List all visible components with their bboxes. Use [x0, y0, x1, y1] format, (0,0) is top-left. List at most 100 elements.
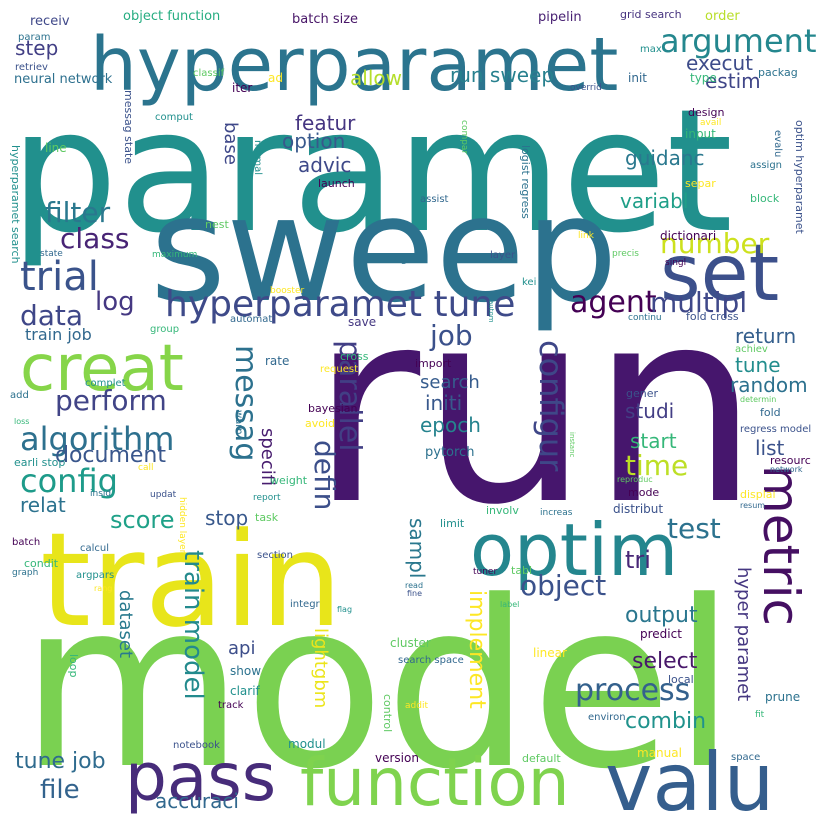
- word-specifi: specifi: [257, 428, 278, 486]
- word-configur: configur: [532, 340, 570, 472]
- word-process: process: [575, 673, 690, 708]
- word-cross: cross: [340, 350, 369, 363]
- word-fit: fit: [755, 710, 765, 720]
- word-local: local: [668, 673, 694, 686]
- word-prune: prune: [765, 690, 800, 704]
- word-space: space: [731, 752, 760, 763]
- word-output: output: [625, 603, 698, 628]
- word-order: order: [705, 9, 740, 24]
- word-nest: nest: [205, 218, 229, 231]
- word-pass: pass: [125, 739, 276, 816]
- word-algorithm: algorithm: [20, 420, 174, 458]
- word-earli-stop: earli stop: [14, 456, 65, 469]
- word-type: type: [690, 71, 717, 85]
- word-base: base: [220, 122, 241, 165]
- word-resum: resum: [740, 501, 765, 510]
- word-hyperparamet: hyperparamet: [90, 22, 618, 108]
- word-paramet: paramet: [10, 73, 733, 271]
- word-messag-state: messag state: [122, 90, 135, 164]
- word-search: search: [420, 372, 480, 393]
- word-sweep: sweep: [150, 165, 618, 335]
- word-notebook: notebook: [173, 740, 220, 751]
- word-retriev: retriev: [15, 62, 48, 73]
- word-guidanc: guidanc: [625, 146, 705, 170]
- word-score: score: [110, 506, 175, 534]
- word-control: control: [381, 694, 394, 732]
- word-search-space: search space: [398, 655, 464, 666]
- word-version: version: [375, 751, 419, 765]
- word-instanc: instanc: [568, 432, 576, 457]
- word-set: set: [660, 229, 779, 319]
- word-predict: predict: [640, 627, 682, 641]
- word-lightgbm: lightgbm: [310, 628, 331, 708]
- word-condit: condit: [24, 557, 59, 570]
- word-singl: singl: [665, 258, 686, 268]
- word-regress-model: regress model: [740, 424, 811, 435]
- word-stop: stop: [205, 506, 248, 530]
- word-continu: continu: [628, 313, 662, 323]
- word-object: object: [520, 569, 606, 602]
- word-argument: argument: [660, 22, 816, 60]
- word-file: file: [40, 775, 80, 805]
- word-trial: trial: [20, 254, 99, 300]
- word-train: train: [40, 504, 343, 656]
- word-avoid: avoid: [305, 417, 335, 430]
- word-avail: avail: [700, 118, 721, 128]
- word-defin: defin: [308, 440, 341, 510]
- word-default: default: [522, 752, 561, 765]
- word-valu: valu: [605, 736, 774, 819]
- word-distribut: distribut: [613, 502, 663, 516]
- word-limit: limit: [440, 517, 465, 530]
- word-pytorch: pytorch: [425, 445, 474, 460]
- word-bayesian: bayesian: [308, 402, 358, 415]
- word-hyperparamet-tune: hyperparamet tune: [165, 284, 515, 325]
- word-manual: manual: [637, 746, 682, 760]
- word-dictionari: dictionari: [660, 229, 716, 243]
- word-flag: flag: [337, 605, 352, 614]
- word-max: max: [640, 44, 662, 55]
- word-precis: precis: [612, 249, 639, 259]
- word-reproduc: reproduc: [617, 475, 653, 484]
- word-execut: execut: [686, 51, 753, 75]
- word-data: data: [20, 299, 83, 332]
- word-resourc: resourc: [770, 454, 811, 467]
- word-start: start: [630, 429, 677, 453]
- word-fold-cross: fold cross: [686, 310, 739, 323]
- word-read: read: [405, 581, 423, 590]
- word-object-function: object function: [123, 9, 220, 24]
- word-neural-network: neural network: [14, 72, 113, 87]
- word-parallel: parallel: [332, 340, 367, 452]
- word-determin: determin: [740, 395, 776, 404]
- word-cluster: cluster: [390, 636, 431, 650]
- word-clarif: clarif: [230, 684, 261, 698]
- word-tri: tri: [625, 546, 651, 574]
- word-block: block: [750, 192, 780, 205]
- word-group: group: [150, 324, 179, 335]
- word-agent: agent: [570, 285, 657, 320]
- word-document: document: [55, 443, 166, 468]
- word-multipl: multipl: [650, 286, 747, 319]
- word-accuraci: accuraci: [155, 789, 239, 813]
- word-iter: iter: [232, 81, 252, 95]
- word-fold: fold: [760, 406, 781, 419]
- word-assist: assist: [420, 194, 449, 205]
- word-number: number: [660, 227, 770, 260]
- word-task: task: [255, 511, 279, 524]
- word-rang: rang: [94, 584, 112, 593]
- word-dataset: dataset: [115, 590, 136, 658]
- word-studi: studi: [625, 399, 674, 423]
- word-track: track: [218, 700, 244, 711]
- word-optim: optim: [470, 508, 678, 592]
- word-list: list: [755, 436, 785, 460]
- word-batch-size: batch size: [292, 12, 358, 27]
- word-section: section: [257, 550, 293, 561]
- word-kei: kei: [522, 277, 536, 288]
- word-line: line: [45, 141, 67, 155]
- word-tabl: tabl: [511, 564, 532, 577]
- word-tuner: tuner: [473, 567, 497, 577]
- word-test: test: [667, 512, 721, 545]
- word-assign: assign: [750, 160, 782, 171]
- word-call: call: [138, 463, 153, 473]
- word-receiv: receiv: [30, 14, 70, 29]
- word-show: show: [230, 664, 261, 678]
